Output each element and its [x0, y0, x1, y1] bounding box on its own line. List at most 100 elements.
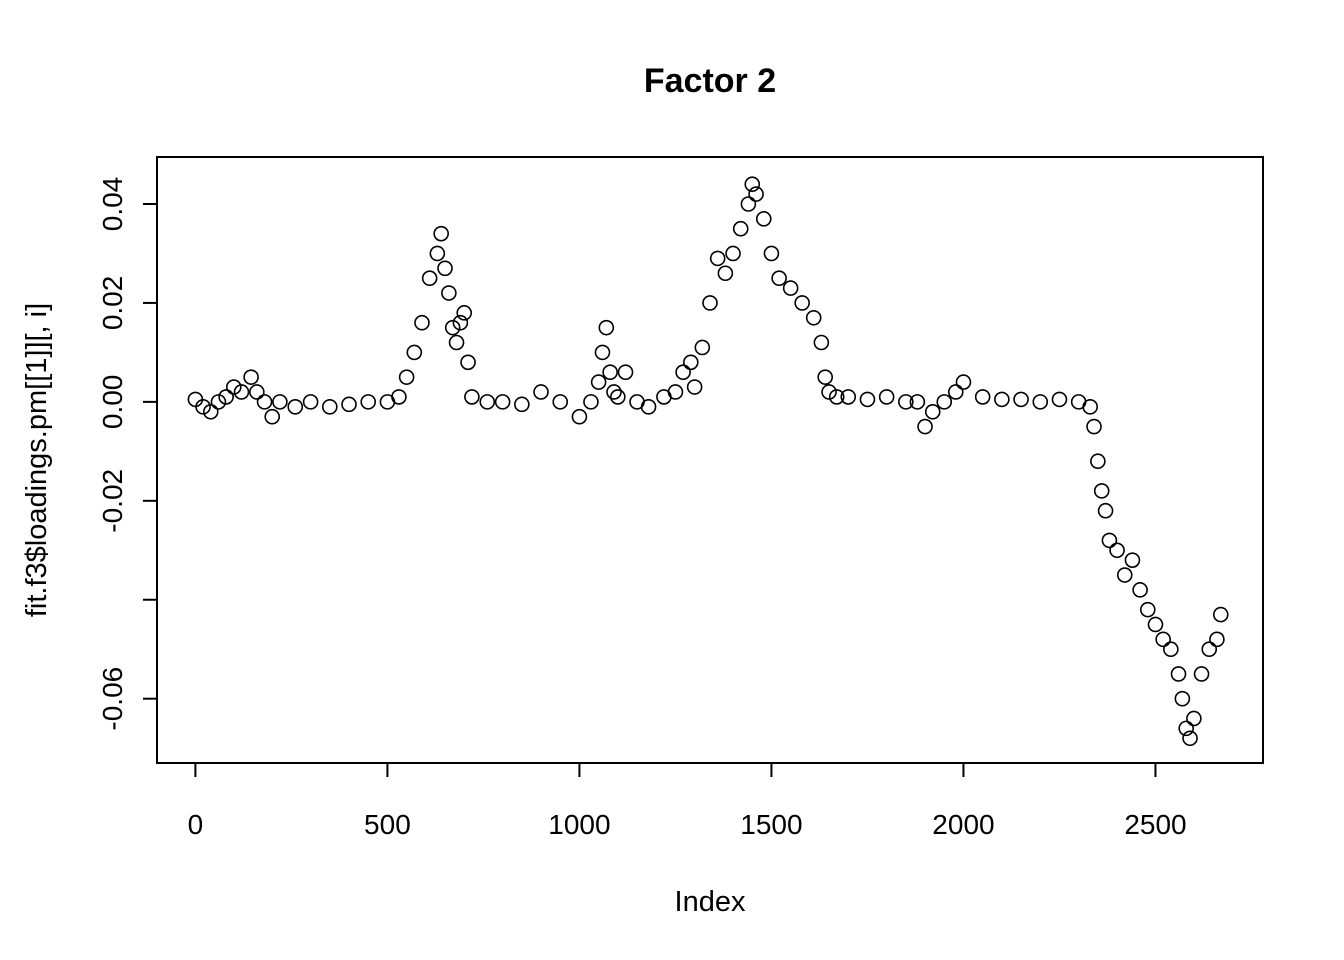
- data-points: [187, 176, 1229, 747]
- data-point: [1090, 453, 1106, 470]
- data-point: [782, 280, 799, 296]
- data-point: [805, 309, 822, 326]
- data-point: [249, 384, 265, 400]
- data-point: [552, 394, 569, 410]
- data-point: [1124, 552, 1141, 568]
- data-point: [994, 391, 1010, 408]
- data-point: [590, 374, 607, 390]
- data-point: [444, 319, 461, 336]
- data-point: [859, 391, 876, 408]
- data-point: [583, 394, 599, 410]
- data-point: [264, 408, 281, 425]
- data-point: [494, 394, 511, 410]
- data-point: [602, 364, 618, 380]
- data-point: [1186, 710, 1202, 727]
- data-point: [686, 379, 703, 395]
- data-point: [433, 225, 449, 242]
- data-point: [1093, 483, 1110, 499]
- data-point: [1082, 399, 1098, 415]
- data-point: [437, 260, 453, 277]
- data-point: [1170, 666, 1187, 682]
- x-tick-label: 500: [364, 809, 411, 840]
- data-point: [1097, 502, 1114, 519]
- data-point: [272, 394, 288, 410]
- data-point: [617, 364, 634, 380]
- data-point: [1147, 616, 1164, 633]
- data-point: [1209, 631, 1225, 648]
- y-tick-label: 0.04: [97, 177, 128, 232]
- data-point: [909, 394, 926, 410]
- data-point: [1032, 394, 1049, 410]
- data-point: [441, 285, 457, 301]
- data-point: [195, 399, 211, 415]
- data-point: [1101, 532, 1118, 549]
- data-point: [210, 394, 227, 410]
- y-tick-label: -0.06: [97, 667, 128, 731]
- data-point: [717, 265, 734, 282]
- data-point: [1109, 542, 1125, 559]
- x-axis-label: Index: [675, 886, 746, 918]
- data-point: [725, 245, 741, 262]
- data-point: [287, 399, 304, 415]
- data-point: [817, 369, 834, 385]
- data-point: [813, 334, 830, 351]
- data-point: [610, 389, 626, 405]
- data-point: [398, 369, 415, 385]
- data-point: [694, 339, 711, 356]
- data-point: [794, 295, 810, 311]
- x-tick-label: 1500: [740, 809, 802, 840]
- data-point: [187, 391, 204, 408]
- data-point: [341, 396, 357, 413]
- data-point: [464, 389, 480, 405]
- data-point: [218, 389, 234, 405]
- y-tick-label: -0.02: [97, 469, 128, 533]
- data-point: [1139, 601, 1156, 618]
- data-point: [955, 374, 972, 390]
- x-tick-label: 1000: [548, 809, 610, 840]
- data-point: [709, 250, 726, 267]
- data-point: [243, 369, 259, 385]
- data-point: [740, 196, 757, 212]
- data-point: [702, 295, 718, 311]
- y-axis: 0.04 0.02 0.00 -0.02 -0.06: [97, 177, 158, 731]
- data-point: [667, 384, 684, 400]
- data-point: [1182, 730, 1198, 747]
- data-point: [456, 305, 473, 321]
- data-point: [1132, 582, 1148, 598]
- data-point: [1201, 641, 1218, 658]
- data-point: [1013, 391, 1029, 408]
- data-point: [429, 245, 446, 262]
- data-point: [302, 394, 319, 410]
- data-point: [202, 403, 219, 420]
- data-point: [460, 354, 476, 371]
- data-point: [598, 319, 615, 336]
- data-point: [514, 396, 530, 413]
- data-point: [448, 334, 465, 351]
- data-point: [732, 220, 749, 237]
- data-point: [828, 389, 845, 405]
- data-point: [360, 394, 377, 410]
- x-axis: 0 500 1000 1500 2000 2500: [188, 762, 1187, 840]
- data-point: [878, 389, 895, 405]
- data-point: [571, 408, 588, 425]
- data-point: [452, 314, 469, 331]
- data-point: [1086, 418, 1102, 435]
- data-point: [974, 389, 991, 405]
- data-point: [675, 364, 691, 380]
- data-point: [226, 379, 242, 395]
- data-point: [606, 384, 622, 400]
- data-point: [322, 399, 338, 415]
- data-point: [898, 394, 914, 410]
- x-tick-label: 0: [188, 809, 204, 840]
- data-point: [1174, 690, 1191, 707]
- data-point: [406, 344, 423, 361]
- data-point: [1178, 720, 1194, 737]
- data-point: [421, 270, 438, 287]
- x-tick-label: 2000: [932, 809, 994, 840]
- data-point: [1193, 666, 1210, 682]
- data-point: [924, 403, 941, 420]
- data-point: [1155, 631, 1171, 648]
- data-point: [233, 384, 250, 400]
- data-point: [479, 394, 496, 410]
